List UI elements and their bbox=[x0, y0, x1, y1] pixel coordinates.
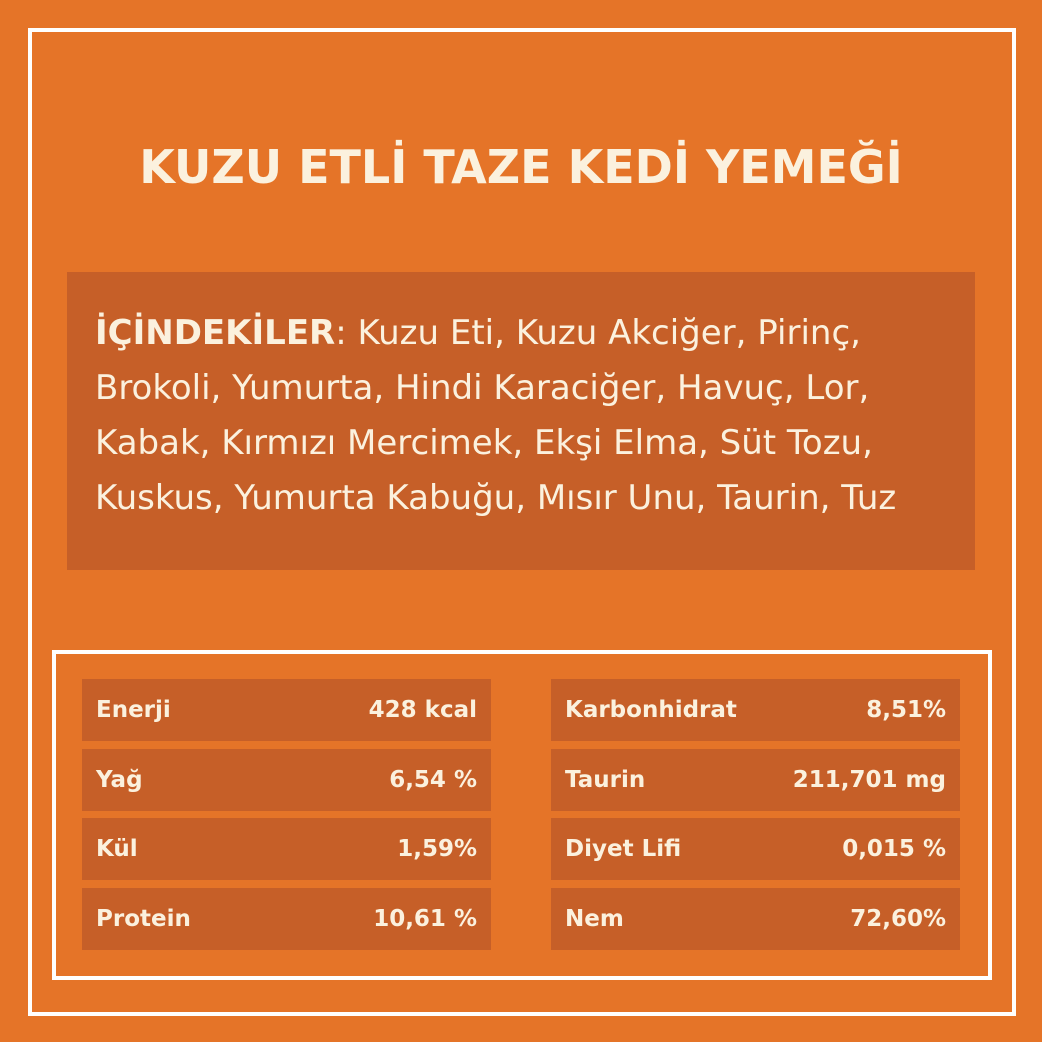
nutrition-row: Karbonhidrat 8,51% bbox=[551, 679, 960, 741]
product-title: KUZU ETLİ TAZE KEDİ YEMEĞİ bbox=[139, 140, 903, 194]
nutrient-name: Kül bbox=[96, 836, 138, 862]
nutrient-value: 0,015 % bbox=[842, 836, 946, 862]
nutrient-value: 211,701 mg bbox=[792, 767, 946, 793]
nutrient-name: Taurin bbox=[565, 767, 646, 793]
nutrient-name: Karbonhidrat bbox=[565, 697, 737, 723]
outer-frame bbox=[28, 28, 1016, 1016]
nutrition-row: Taurin 211,701 mg bbox=[551, 749, 960, 811]
nutrition-row: Kül 1,59% bbox=[82, 818, 491, 880]
nutrition-panel bbox=[52, 650, 992, 980]
nutrient-value: 428 kcal bbox=[368, 697, 477, 723]
nutrient-value: 1,59% bbox=[397, 836, 477, 862]
nutrition-row: Yağ 6,54 % bbox=[82, 749, 491, 811]
nutrition-row: Nem 72,60% bbox=[551, 888, 960, 950]
nutrient-value: 10,61 % bbox=[373, 906, 477, 932]
ingredients-box: İÇİNDEKİLER: Kuzu Eti, Kuzu Akciğer, Pir… bbox=[67, 272, 975, 570]
nutrient-name: Yağ bbox=[96, 767, 143, 793]
nutrient-name: Diyet Lifi bbox=[565, 836, 682, 862]
nutrient-value: 72,60% bbox=[850, 906, 946, 932]
nutrition-row: Enerji 428 kcal bbox=[82, 679, 491, 741]
nutrient-name: Enerji bbox=[96, 697, 171, 723]
ingredients-text: Kuzu Eti, Kuzu Akciğer, Pirinç, Brokoli,… bbox=[95, 313, 897, 518]
nutrition-row: Protein 10,61 % bbox=[82, 888, 491, 950]
ingredients-separator: : bbox=[335, 313, 347, 353]
nutrient-name: Protein bbox=[96, 906, 191, 932]
nutrient-value: 8,51% bbox=[866, 697, 946, 723]
ingredients-label: İÇİNDEKİLER bbox=[95, 313, 336, 353]
nutrition-row: Diyet Lifi 0,015 % bbox=[551, 818, 960, 880]
nutrient-name: Nem bbox=[565, 906, 624, 932]
nutrient-value: 6,54 % bbox=[389, 767, 477, 793]
